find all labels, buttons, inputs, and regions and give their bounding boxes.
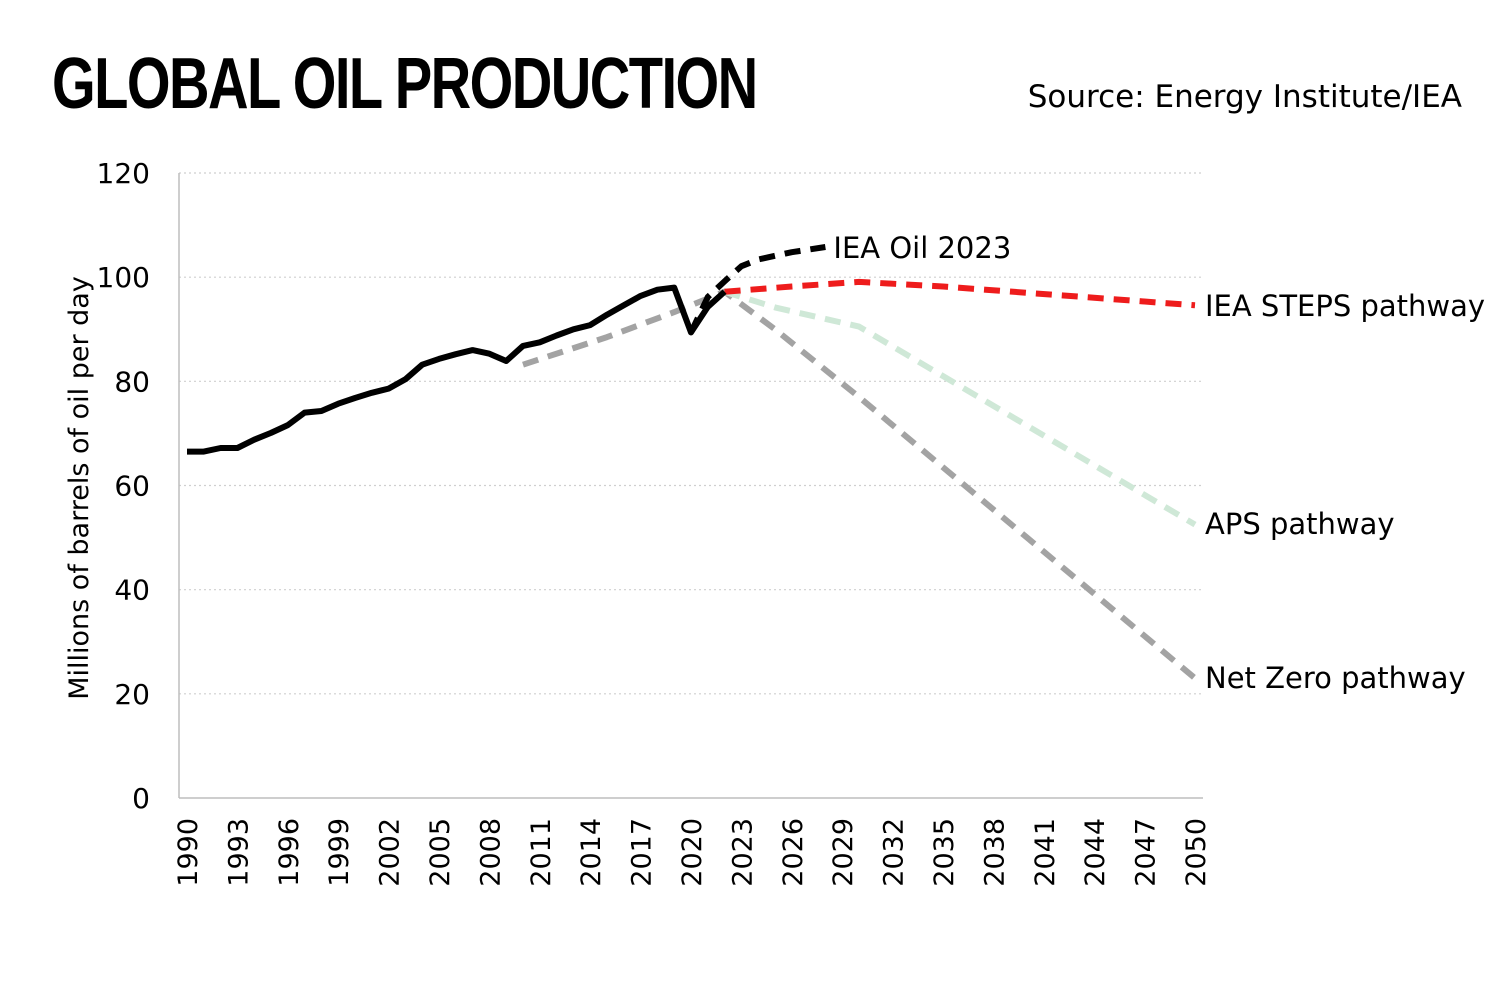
x-tick-label: 2035	[929, 818, 960, 887]
series-label: Net Zero pathway	[1205, 661, 1466, 695]
x-tick-label: 2038	[979, 818, 1010, 887]
x-tick-label: 2044	[1080, 818, 1111, 887]
x-tick-label: 2032	[879, 818, 910, 887]
series-line-4	[522, 288, 1197, 681]
series-line-2	[724, 278, 1196, 309]
series-line-3	[723, 288, 1197, 528]
y-tick-label: 80	[114, 365, 150, 398]
x-tick-label: 2002	[375, 818, 406, 887]
series-label: IEA STEPS pathway	[1205, 289, 1485, 323]
x-tick-label: 1990	[173, 818, 204, 887]
series-label: IEA Oil 2023	[833, 231, 1011, 265]
chart-title: GLOBAL OIL PRODUCTION	[52, 44, 758, 124]
x-tick-label: 2008	[475, 818, 506, 887]
x-tick-label: 2020	[677, 818, 708, 887]
series-lines	[187, 244, 1197, 681]
x-tick-label: 2011	[526, 818, 557, 887]
x-tick-label: 2014	[576, 818, 607, 887]
x-tick-label: 2041	[1030, 818, 1061, 887]
x-tick-label: 2017	[627, 818, 658, 887]
x-tick-label: 1996	[274, 818, 305, 887]
x-tick-label: 2047	[1131, 818, 1162, 887]
series-label: APS pathway	[1205, 507, 1395, 541]
series-line-0	[187, 284, 727, 455]
series-labels: IEA Oil 2023 IEA STEPS pathway APS pathway…	[833, 231, 1485, 695]
y-tick-label: 120	[97, 157, 150, 190]
y-tick-label: 100	[97, 261, 150, 294]
y-tick-label: 20	[114, 678, 150, 711]
x-tick-label: 1999	[324, 818, 355, 887]
y-tick-label: 0	[132, 782, 150, 815]
y-tick-label: 40	[114, 574, 150, 607]
axes: 0 20 40 60 80 100 120 1990 1993 1996 1999 2002 2005 2…	[97, 157, 1212, 887]
x-tick-label: 2029	[828, 818, 859, 887]
x-tick-label: 2050	[1181, 818, 1212, 887]
chart-source: Source: Energy Institute/IEA	[1027, 79, 1462, 115]
x-tick-label: 2023	[727, 818, 758, 887]
grid-lines	[179, 172, 1203, 695]
y-tick-label: 60	[114, 470, 150, 503]
x-tick-label: 2026	[778, 818, 809, 887]
y-axis-label: Millions of barrels of oil per day	[64, 276, 95, 700]
x-tick-label: 2005	[425, 818, 456, 887]
x-tick-label: 1993	[223, 818, 254, 887]
